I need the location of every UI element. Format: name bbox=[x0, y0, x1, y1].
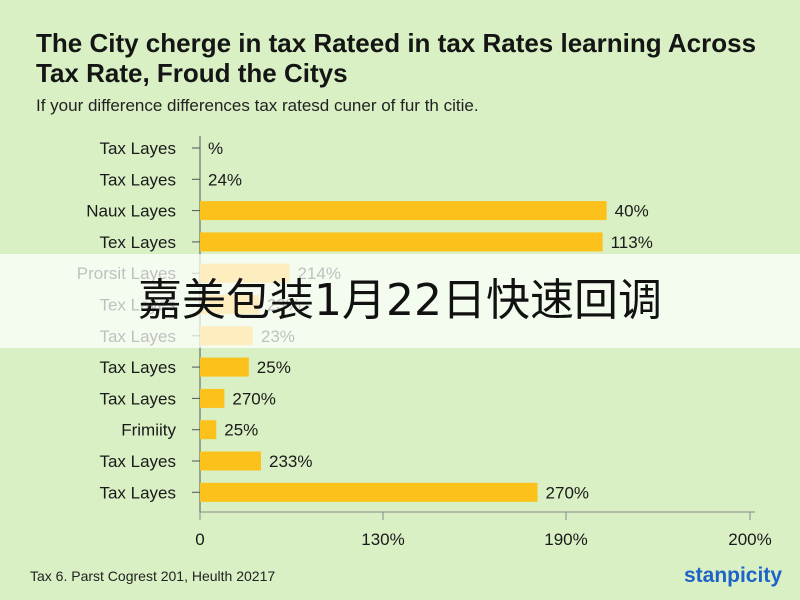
overlay-banner bbox=[0, 254, 800, 348]
x-tick-label: 200% bbox=[728, 530, 771, 549]
data-label: 40% bbox=[615, 202, 649, 221]
overlay-text: 嘉美包装1月22日快速回调 bbox=[138, 275, 662, 326]
category-label: Tax Layes bbox=[99, 358, 176, 377]
bar bbox=[200, 420, 217, 440]
bar bbox=[200, 482, 538, 502]
x-tick-label: 130% bbox=[361, 530, 404, 549]
data-label: 233% bbox=[269, 452, 312, 471]
bar bbox=[200, 232, 603, 252]
data-label: 24% bbox=[208, 170, 242, 189]
category-label: Tax Layes bbox=[99, 389, 176, 408]
chart-title: The City cherge in tax Rateed in tax Rat… bbox=[36, 28, 757, 88]
bar bbox=[200, 388, 225, 408]
data-label: % bbox=[208, 139, 223, 158]
bar bbox=[200, 357, 249, 377]
source-note: Tax 6. Parst Cogrest 201, Heulth 20217 bbox=[30, 568, 276, 584]
data-label: 25% bbox=[224, 421, 258, 440]
data-label: 113% bbox=[611, 233, 653, 252]
category-label: Naux Layes bbox=[86, 202, 176, 221]
data-label: 270% bbox=[546, 483, 589, 502]
category-label: Tax Layes bbox=[99, 452, 176, 471]
x-tick-label: 0 bbox=[195, 530, 204, 549]
data-label: 25% bbox=[257, 358, 291, 377]
bar bbox=[200, 201, 607, 221]
chart-subtitle: If your difference differences tax rates… bbox=[36, 96, 479, 115]
data-label: 270% bbox=[232, 389, 275, 408]
category-label: Tax Layes bbox=[99, 483, 176, 502]
category-label: Tax Layes bbox=[99, 139, 176, 158]
bar bbox=[200, 451, 261, 471]
brand-logo: stanpicity bbox=[683, 564, 782, 587]
category-label: Tex Layes bbox=[99, 233, 176, 252]
category-label: Tax Layes bbox=[99, 170, 176, 189]
category-label: Frimiity bbox=[121, 421, 176, 440]
x-tick-label: 190% bbox=[544, 530, 587, 549]
